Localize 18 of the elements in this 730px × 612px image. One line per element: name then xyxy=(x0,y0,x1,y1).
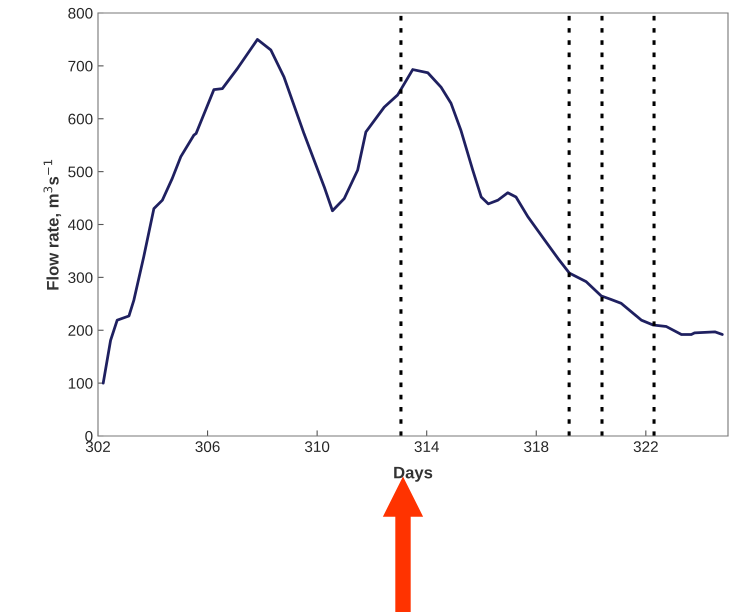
x-tick-label: 322 xyxy=(634,441,658,452)
x-tick-label: 318 xyxy=(524,441,548,452)
y-tick-label: 600 xyxy=(68,114,93,124)
y-tick-label: 300 xyxy=(68,272,93,284)
x-tick-label: 302 xyxy=(86,441,110,452)
y-tick-label: 800 xyxy=(68,8,93,19)
y-axis-title: Flow rate, m$^{3}$s$^{−1}$ xyxy=(43,160,62,290)
y-tick-label: 400 xyxy=(68,219,93,230)
y-tick-label: 200 xyxy=(68,325,93,336)
line-series xyxy=(102,38,724,385)
x-tick-label: 310 xyxy=(304,441,330,452)
y-tick-label: 0 xyxy=(85,430,93,442)
y-tick-label: 700 xyxy=(68,60,93,72)
y-tick-label: 500 xyxy=(68,166,93,178)
x-tick-label: 314 xyxy=(414,441,439,452)
x-axis-title: Days xyxy=(394,466,432,482)
y-tick-label: 100 xyxy=(68,378,93,389)
x-tick-label: 306 xyxy=(195,441,220,452)
